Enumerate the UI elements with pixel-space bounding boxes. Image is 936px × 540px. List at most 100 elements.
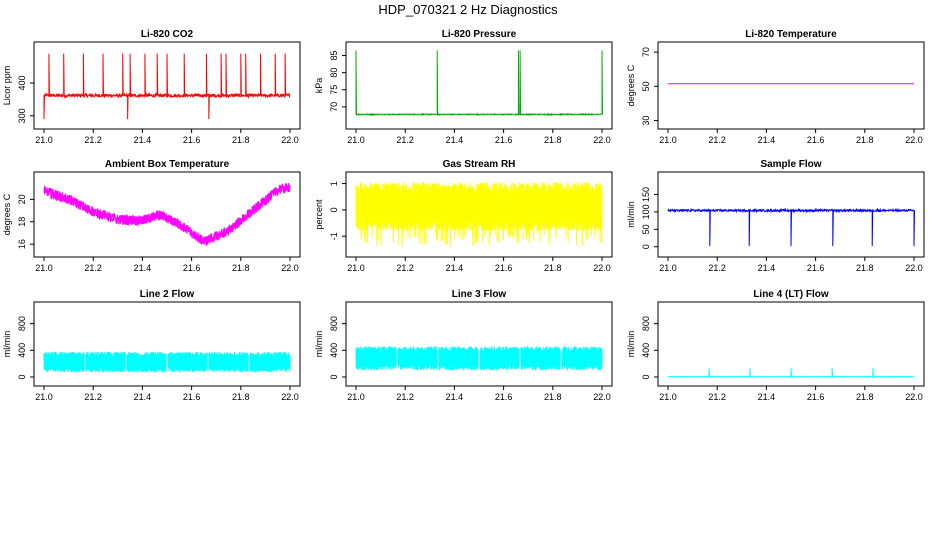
x-tick-label: 21.8	[232, 135, 250, 145]
y-tick-label: 20	[17, 194, 27, 204]
x-tick-label: 21.4	[758, 392, 776, 402]
x-tick-label: 21.2	[708, 263, 726, 273]
y-tick-label: -1	[329, 232, 339, 240]
y-tick-label: 18	[17, 217, 27, 227]
y-tick-label: 0	[329, 374, 339, 379]
x-tick-label: 21.8	[544, 392, 562, 402]
y-tick-label: 0	[329, 207, 339, 212]
x-tick-label: 22.0	[593, 135, 611, 145]
panel-2: Li-820 Pressure kPa 21.0 21.2 21.4 21.6 21.8 22…	[314, 29, 613, 145]
x-tick-label: 22.0	[593, 263, 611, 273]
panel-title: Line 4 (LT) Flow	[753, 289, 829, 300]
x-tick-label: 21.6	[495, 263, 513, 273]
x-tick-label: 21.2	[84, 135, 102, 145]
y-tick-label: 70	[329, 102, 339, 112]
y-tick-label: 100	[641, 204, 651, 219]
panel-title: Ambient Box Temperature	[105, 159, 230, 170]
x-tick-label: 21.0	[35, 263, 53, 273]
panel-9: Line 4 (LT) Flow ml/min 21.0 21.2 21.4 21.6 21…	[626, 289, 925, 402]
x-tick-label: 22.0	[281, 263, 299, 273]
panel-7: Line 2 Flow ml/min 21.0 21.2 21.4 21.6 21.8 22.…	[2, 289, 301, 402]
x-tick-label: 21.4	[446, 135, 464, 145]
data-series-line	[355, 50, 603, 117]
plot-frame	[657, 301, 925, 387]
x-tick-label: 21.0	[659, 135, 677, 145]
y-tick-label: 1	[329, 181, 339, 186]
x-tick-label: 21.4	[758, 263, 776, 273]
y-axis-label: kPa	[314, 78, 324, 94]
y-tick-label: 0	[641, 374, 651, 379]
panel-4: Ambient Box Temperature degrees C 21.0 21.2…	[2, 159, 301, 273]
plot-frame	[657, 41, 925, 130]
x-tick-label: 21.6	[495, 392, 513, 402]
y-axis-label: degrees C	[2, 193, 12, 235]
panel-5: Gas Stream RH percent 21.0 21.2 21.4 21.6 21.8…	[314, 159, 613, 273]
x-tick-label: 21.6	[183, 135, 201, 145]
x-tick-label: 21.2	[396, 392, 414, 402]
x-tick-label: 21.0	[347, 392, 365, 402]
y-tick-label: 800	[329, 316, 339, 331]
y-tick-label: 50	[641, 81, 651, 91]
data-series-line	[43, 351, 291, 373]
y-axis-label: percent	[314, 199, 324, 230]
panel-8: Line 3 Flow ml/min 21.0 21.2 21.4 21.6 21.8 22.…	[314, 289, 613, 402]
x-tick-label: 21.4	[134, 392, 152, 402]
x-tick-label: 21.6	[495, 135, 513, 145]
panel-title: Sample Flow	[760, 159, 821, 170]
x-tick-label: 22.0	[905, 392, 923, 402]
y-axis-label: degrees C	[626, 64, 636, 106]
y-axis-label: Licor ppm	[2, 66, 12, 106]
y-tick-label: 0	[641, 244, 651, 249]
plot-frame	[657, 171, 925, 258]
x-tick-label: 21.2	[708, 392, 726, 402]
y-axis-label: ml/min	[2, 331, 12, 358]
x-tick-label: 21.8	[232, 392, 250, 402]
x-tick-label: 21.6	[183, 263, 201, 273]
x-tick-label: 21.4	[758, 135, 776, 145]
x-tick-label: 21.8	[856, 135, 874, 145]
x-tick-label: 22.0	[593, 392, 611, 402]
x-tick-label: 21.8	[856, 263, 874, 273]
x-tick-label: 21.0	[659, 392, 677, 402]
plot-frame	[345, 41, 613, 130]
panel-title: Li-820 Pressure	[442, 29, 517, 40]
x-tick-label: 22.0	[905, 263, 923, 273]
y-tick-label: 800	[641, 316, 651, 331]
panel-title: Li-820 Temperature	[745, 29, 837, 40]
y-tick-label: 400	[641, 343, 651, 358]
x-tick-label: 21.6	[807, 135, 825, 145]
y-tick-label: 400	[17, 76, 27, 91]
y-tick-label: 150	[641, 187, 651, 202]
x-tick-label: 21.2	[84, 263, 102, 273]
y-tick-label: 70	[641, 47, 651, 57]
y-tick-label: 300	[17, 108, 27, 123]
x-tick-label: 21.4	[446, 263, 464, 273]
y-tick-label: 30	[641, 116, 651, 126]
plot-frame	[345, 301, 613, 387]
x-tick-label: 21.2	[84, 392, 102, 402]
panel-title: Li-820 CO2	[141, 29, 194, 40]
plot-frame	[33, 301, 301, 387]
data-series-line	[355, 346, 603, 371]
data-series-line	[43, 53, 291, 120]
x-tick-label: 21.4	[134, 135, 152, 145]
x-tick-label: 21.8	[232, 263, 250, 273]
x-tick-label: 21.2	[708, 135, 726, 145]
panel-title: Line 3 Flow	[452, 289, 507, 300]
x-tick-label: 21.8	[856, 392, 874, 402]
x-tick-label: 21.4	[134, 263, 152, 273]
x-tick-label: 22.0	[281, 392, 299, 402]
figure-title: HDP_070321 2 Hz Diagnostics	[378, 2, 558, 17]
panel-3: Li-820 Temperature degrees C 21.0 21.2 21.4 2…	[626, 29, 925, 145]
x-tick-label: 21.0	[347, 263, 365, 273]
panel-1: Li-820 CO2 Licor ppm 21.0 21.2 21.4 21.6 21.8 2…	[2, 29, 301, 145]
x-tick-label: 21.8	[544, 263, 562, 273]
y-tick-label: 800	[17, 316, 27, 331]
plot-frame	[33, 171, 301, 258]
x-tick-label: 21.8	[544, 135, 562, 145]
x-tick-label: 21.0	[35, 392, 53, 402]
x-tick-label: 22.0	[905, 135, 923, 145]
x-tick-label: 21.6	[807, 392, 825, 402]
y-tick-label: 400	[17, 343, 27, 358]
